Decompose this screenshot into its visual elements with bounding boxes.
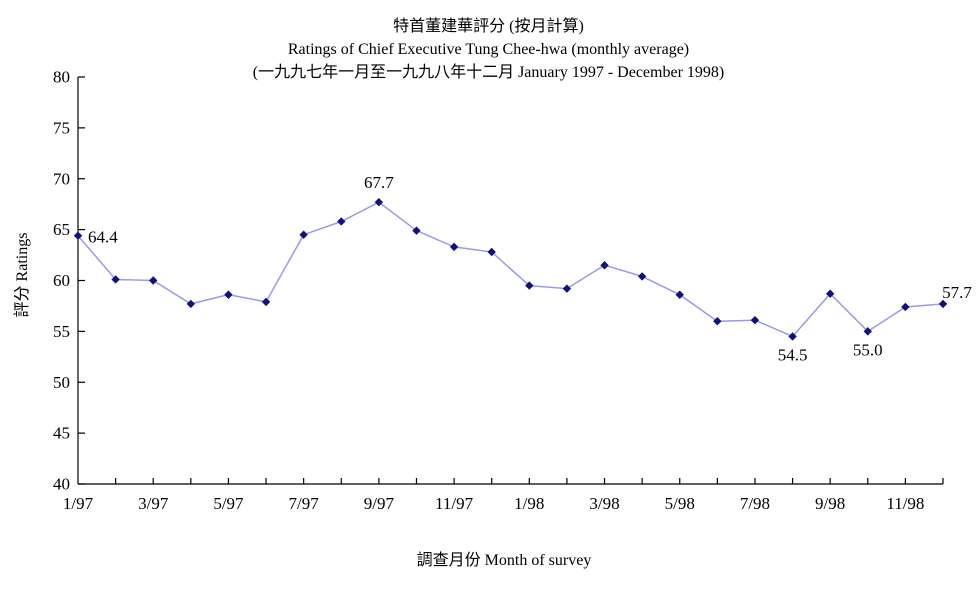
x-tick-label: 1/97 — [63, 494, 94, 513]
data-point-marker — [111, 275, 120, 284]
x-tick-label: 5/97 — [213, 494, 244, 513]
y-tick-label: 70 — [53, 169, 70, 188]
x-tick-label: 9/97 — [364, 494, 395, 513]
data-point-marker — [637, 272, 647, 281]
data-point-marker — [562, 284, 572, 293]
data-point-label: 55.0 — [853, 340, 883, 359]
data-point-marker — [750, 315, 760, 325]
data-point-marker — [186, 299, 196, 309]
data-point-marker — [525, 281, 534, 290]
x-tick-label: 3/98 — [589, 494, 619, 513]
y-tick-label: 55 — [53, 322, 70, 341]
data-point-label: 67.7 — [364, 173, 394, 192]
data-point-marker — [825, 289, 835, 298]
data-point-label: 64.4 — [88, 228, 118, 247]
data-point-marker — [299, 230, 308, 239]
data-point-marker — [788, 332, 797, 341]
x-tick-label: 5/98 — [665, 494, 695, 513]
chart-title-en: Ratings of Chief Executive Tung Chee-hwa… — [287, 41, 690, 58]
data-point-marker — [224, 290, 233, 299]
y-tick-label: 60 — [53, 271, 70, 290]
chart-title-zh: 特首董建華評分 (按月計算) — [393, 18, 584, 35]
data-point-marker — [149, 276, 158, 285]
data-point-marker — [73, 231, 83, 240]
x-axis-title: 調查月份 Month of survey — [416, 552, 592, 569]
y-tick-label: 75 — [53, 118, 70, 137]
y-tick-label: 45 — [53, 424, 70, 443]
ratings-series-line — [77, 201, 944, 338]
data-point-marker — [901, 302, 910, 312]
data-point-label: 57.7 — [942, 283, 972, 302]
data-point-marker — [487, 247, 496, 257]
data-point-marker — [675, 290, 684, 299]
data-point-marker — [600, 261, 609, 270]
data-point-marker — [938, 299, 948, 309]
chart-title-range: (一九九七年一月至一九九八年十二月 January 1997 - Decembe… — [252, 64, 725, 81]
data-point-marker — [337, 217, 346, 226]
data-point-marker — [412, 226, 421, 235]
data-point-marker — [449, 242, 459, 252]
y-tick-label: 40 — [53, 475, 70, 494]
y-tick-label: 50 — [53, 373, 70, 392]
data-point-marker — [374, 197, 384, 207]
x-tick-label: 7/97 — [289, 494, 320, 513]
x-tick-label: 3/97 — [138, 494, 169, 513]
x-tick-label: 11/98 — [886, 494, 924, 513]
chart-title-block: 特首董建華評分 (按月計算) Ratings of Chief Executiv… — [0, 15, 977, 84]
y-tick-label: 65 — [53, 220, 70, 239]
data-point-label: 54.5 — [778, 345, 808, 364]
x-tick-label: 1/98 — [514, 494, 544, 513]
x-tick-label: 7/98 — [740, 494, 770, 513]
x-tick-label: 9/98 — [815, 494, 845, 513]
data-point-marker — [863, 327, 872, 336]
x-tick-label: 11/97 — [435, 494, 474, 513]
y-tick-label: 80 — [53, 68, 70, 87]
data-point-marker — [713, 317, 722, 326]
data-point-marker — [261, 297, 271, 307]
